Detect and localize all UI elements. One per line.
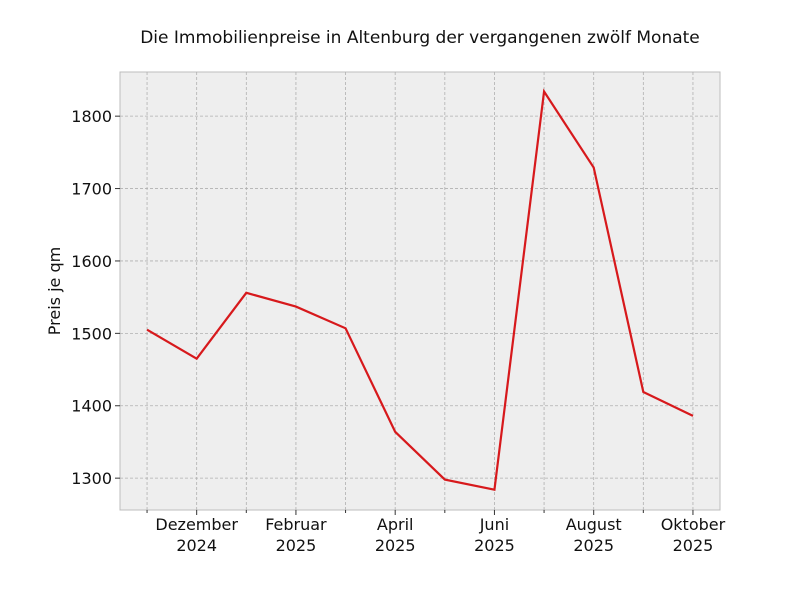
x-tick-label: August 2025: [566, 515, 622, 555]
x-tick-label-line: Dezember: [155, 515, 238, 534]
plot-area: [119, 71, 721, 511]
x-tick-label-line: 2025: [573, 536, 614, 555]
x-tick-label: Februar 2025: [265, 515, 327, 555]
x-tick-label: Oktober 2025: [661, 515, 726, 555]
x-tick-label-line: August: [566, 515, 622, 534]
y-axis-label: Preis je qm: [45, 247, 64, 335]
x-tick-label: Juni 2025: [474, 515, 515, 555]
y-tick-label: 1400: [71, 397, 112, 416]
x-tick-label-line: 2025: [375, 536, 416, 555]
x-tick-label: April 2025: [375, 515, 416, 555]
x-tick-label-line: April: [377, 515, 414, 534]
x-tick-label-line: 2024: [176, 536, 217, 555]
x-tick-label-line: 2025: [276, 536, 317, 555]
y-tick-label: 1700: [71, 180, 112, 199]
x-tick-label-line: Juni: [479, 515, 509, 534]
x-tick-label-line: Februar: [265, 515, 327, 534]
y-tick-label: 1600: [71, 252, 112, 271]
x-tick-label-line: Oktober: [661, 515, 726, 534]
x-tick-label: Dezember 2024: [155, 515, 238, 555]
x-tick-label-line: 2025: [474, 536, 515, 555]
line-series: [146, 88, 694, 492]
y-tick-label: 1300: [71, 469, 112, 488]
y-tick-label: 1500: [71, 324, 112, 343]
x-tick-label-line: 2025: [673, 536, 714, 555]
y-tick-label: 1800: [71, 107, 112, 126]
chart-title: Die Immobilienpreise in Altenburg der ve…: [140, 28, 700, 48]
